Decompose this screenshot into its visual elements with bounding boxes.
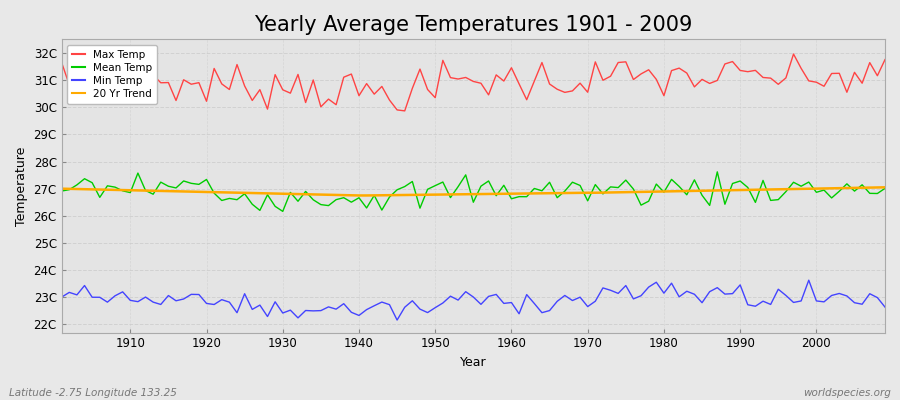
Min Temp [117,290,128,294]
Min Temp [605,288,616,293]
Mean Temp [292,199,303,204]
Line: Max Temp: Max Temp [62,54,885,111]
20 Yr Trend [117,188,128,192]
Min Temp [392,318,402,322]
Min Temp [804,278,814,282]
20 Yr Trend [354,193,364,198]
Max Temp [605,74,616,79]
Mean Temp [506,196,517,201]
Mean Temp [712,170,723,174]
Text: worldspecies.org: worldspecies.org [803,388,891,398]
Max Temp [117,67,128,72]
Mean Temp [338,195,349,200]
Min Temp [330,307,341,312]
20 Yr Trend [285,192,296,196]
Min Temp [285,308,296,312]
Mean Temp [879,186,890,191]
Legend: Max Temp, Mean Temp, Min Temp, 20 Yr Trend: Max Temp, Mean Temp, Min Temp, 20 Yr Tre… [67,44,158,104]
Min Temp [506,300,517,305]
Y-axis label: Temperature: Temperature [15,146,28,226]
20 Yr Trend [514,191,525,196]
Max Temp [506,65,517,70]
Text: Latitude -2.75 Longitude 133.25: Latitude -2.75 Longitude 133.25 [9,388,177,398]
Title: Yearly Average Temperatures 1901 - 2009: Yearly Average Temperatures 1901 - 2009 [254,15,692,35]
Mean Temp [514,194,525,199]
Min Temp [514,311,525,316]
Line: Mean Temp: Mean Temp [62,172,885,211]
Max Temp [788,52,799,56]
X-axis label: Year: Year [460,356,487,369]
Max Temp [879,57,890,62]
Max Temp [514,82,525,86]
20 Yr Trend [605,190,616,195]
Mean Temp [117,188,128,193]
Mean Temp [605,184,616,189]
Mean Temp [277,209,288,214]
20 Yr Trend [506,191,517,196]
Min Temp [879,305,890,310]
20 Yr Trend [879,185,890,190]
Max Temp [57,60,68,65]
Mean Temp [57,189,68,194]
20 Yr Trend [57,186,68,191]
Min Temp [57,295,68,300]
Max Temp [285,91,296,96]
Line: Min Temp: Min Temp [62,280,885,320]
Max Temp [330,102,341,107]
Line: 20 Yr Trend: 20 Yr Trend [62,187,885,196]
20 Yr Trend [330,192,341,197]
Max Temp [400,108,410,113]
